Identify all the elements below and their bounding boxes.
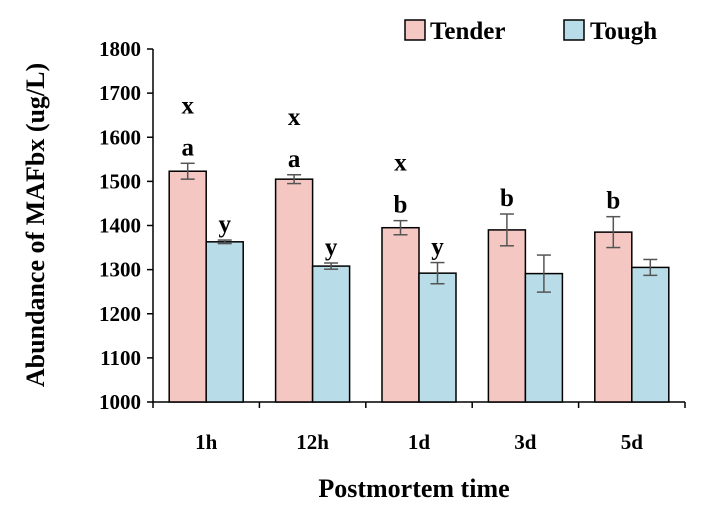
bar-tender [274, 178, 314, 403]
bar-tough [524, 272, 564, 403]
y-tick-label: 1800 [99, 37, 141, 61]
x-tick-label: 12h [296, 430, 329, 454]
significance-letter: y [218, 211, 231, 238]
significance-letter: y [431, 234, 444, 261]
bar-tough [205, 241, 244, 403]
y-tick-label: 1300 [99, 258, 141, 282]
significance-letter: x [288, 104, 301, 131]
legend-swatch-tender [404, 19, 426, 41]
significance-letter: a [181, 134, 194, 161]
legend-label-tender: Tender [430, 18, 505, 45]
significance-letter: b [500, 185, 514, 212]
x-tick-label: 3d [514, 430, 537, 454]
bar-tender [168, 170, 207, 403]
bar-tough [631, 266, 670, 403]
x-tick-label: 5d [621, 430, 644, 454]
x-tick-label: 1h [195, 430, 218, 454]
significance-letter: y [325, 234, 338, 261]
x-axis-title: Postmortem time [318, 474, 509, 503]
y-tick-label: 1400 [99, 214, 141, 238]
plot-area: 100011001200130014001500160017001800axy1… [99, 37, 686, 454]
bar-tough [418, 272, 457, 403]
bar-tender [381, 226, 420, 403]
y-tick-label: 1500 [99, 169, 141, 193]
legend-swatch-tough [563, 19, 585, 41]
y-tick-label: 1600 [99, 125, 141, 149]
significance-letter: b [394, 192, 408, 219]
significance-letter: x [394, 150, 407, 177]
y-tick-label: 1700 [99, 81, 141, 105]
y-tick-label: 1200 [99, 302, 141, 326]
y-tick-label: 1000 [99, 390, 141, 414]
y-tick-label: 1100 [100, 346, 141, 370]
bar-tough [311, 265, 351, 403]
legend-label-tough: Tough [590, 18, 657, 45]
legend: Tender Tough [404, 18, 657, 45]
y-axis-title: Abundance of MAFbx (ug/L) [21, 63, 50, 387]
bar-tender [487, 229, 527, 403]
bar-tender [594, 231, 633, 403]
significance-letter: a [288, 146, 301, 173]
significance-letter: x [181, 92, 194, 119]
x-tick-label: 1d [408, 430, 431, 454]
significance-letter: b [606, 188, 620, 215]
